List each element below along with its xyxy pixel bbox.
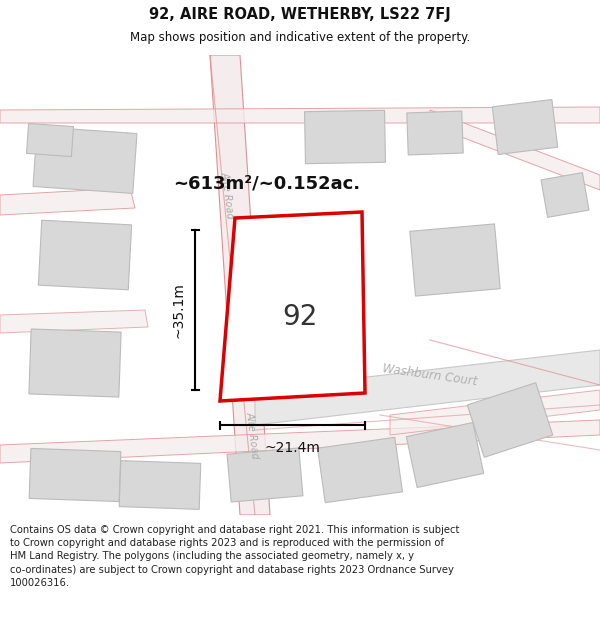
Text: Aire Road: Aire Road: [219, 171, 235, 219]
Polygon shape: [220, 212, 365, 401]
Polygon shape: [317, 438, 403, 503]
Polygon shape: [0, 420, 600, 463]
Polygon shape: [29, 329, 121, 397]
Text: 92, AIRE ROAD, WETHERBY, LS22 7FJ: 92, AIRE ROAD, WETHERBY, LS22 7FJ: [149, 8, 451, 22]
Text: ~613m²/~0.152ac.: ~613m²/~0.152ac.: [173, 174, 360, 192]
Polygon shape: [26, 124, 73, 156]
Text: 92: 92: [283, 303, 317, 331]
Polygon shape: [430, 110, 600, 190]
Text: Aire Road: Aire Road: [244, 411, 260, 459]
Polygon shape: [119, 461, 201, 509]
Polygon shape: [406, 422, 484, 488]
Polygon shape: [541, 173, 589, 218]
Polygon shape: [33, 127, 137, 193]
Polygon shape: [286, 280, 350, 334]
Polygon shape: [0, 107, 600, 123]
Polygon shape: [255, 350, 600, 425]
Text: ~21.4m: ~21.4m: [265, 441, 320, 455]
Polygon shape: [492, 99, 558, 154]
Text: Washburn Court: Washburn Court: [382, 362, 478, 388]
Polygon shape: [0, 310, 148, 333]
Text: Map shows position and indicative extent of the property.: Map shows position and indicative extent…: [130, 31, 470, 44]
Polygon shape: [467, 382, 553, 458]
Polygon shape: [29, 449, 121, 501]
Polygon shape: [210, 55, 270, 515]
Text: ~35.1m: ~35.1m: [171, 282, 185, 338]
Text: Contains OS data © Crown copyright and database right 2021. This information is : Contains OS data © Crown copyright and d…: [10, 525, 460, 588]
Polygon shape: [305, 110, 385, 164]
Polygon shape: [410, 224, 500, 296]
Polygon shape: [390, 390, 600, 435]
Polygon shape: [227, 448, 303, 502]
Polygon shape: [38, 220, 131, 290]
Polygon shape: [0, 188, 135, 215]
Polygon shape: [407, 111, 463, 155]
